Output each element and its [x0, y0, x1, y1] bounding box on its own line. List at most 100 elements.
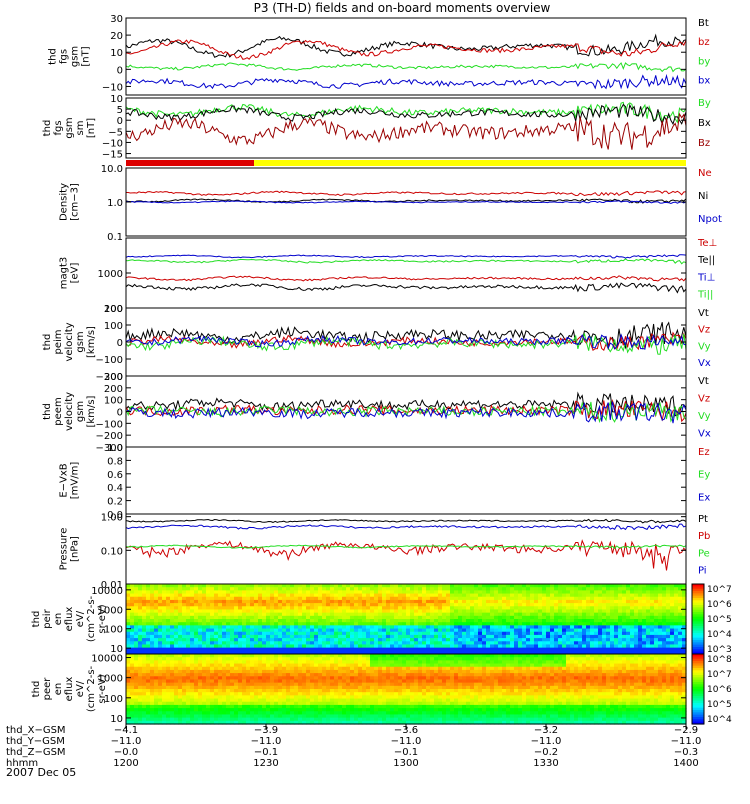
- pressure-series-2: [126, 545, 686, 548]
- density-legend-1: Ni: [698, 191, 708, 202]
- peir-spectrogram-ylabel-line: peir: [42, 608, 53, 628]
- pressure-ylabel-line: [nPa]: [70, 536, 81, 562]
- fgs-mag-ytick-label: −10: [102, 82, 123, 93]
- fgs-mag-ytick-label: 0: [117, 65, 123, 76]
- peir-spectrogram-ylabel-line: thd: [31, 611, 42, 628]
- peir-spectrogram-colorbar-label: 10^7: [707, 585, 732, 595]
- peim-velocity-ytick-label: −100: [96, 355, 123, 366]
- peir-spectrogram-ylabel-line: en: [53, 613, 64, 626]
- efield-frame: [126, 447, 686, 514]
- fgs-mag-series-3: [126, 75, 686, 88]
- fgs-mag-ylabel-line: fgs: [59, 49, 70, 64]
- fgs-sm-ylabel-line: sm: [75, 121, 86, 136]
- fgs-mag-legend-0: Bt: [698, 18, 709, 29]
- peem-velocity-ytick-label: 100: [104, 396, 123, 407]
- temperature-ylabel-line: [eV]: [70, 263, 81, 284]
- peim-velocity-ylabel-line: gsm: [75, 331, 86, 352]
- fgs-mag-frame: [126, 18, 686, 95]
- peim-velocity-ylabel-line: velocity: [64, 322, 75, 361]
- density-legend-2: Npot: [698, 214, 722, 225]
- density-ylabel-line: Density: [59, 183, 70, 221]
- fgs-mag-ylabel-line: thd: [48, 48, 59, 65]
- fgs-mag-ytick-label: 20: [110, 31, 123, 42]
- temperature-frame: [126, 238, 686, 308]
- efield-legend-0: Ez: [698, 447, 710, 458]
- peim-velocity-legend-3: Vx: [698, 358, 711, 369]
- fgs-mag-legend-1: bz: [698, 37, 710, 48]
- efield-ytick-label: 0.4: [107, 483, 123, 494]
- peem-velocity-legend-0: Vt: [698, 376, 709, 387]
- fgs-sm-ylabel-line: thd: [42, 120, 53, 137]
- pressure-frame: [126, 514, 686, 584]
- density-ytick-label: 10.0: [101, 164, 123, 175]
- fgs-sm-ytick-label: −15: [102, 150, 123, 161]
- pressure-legend-1: Pb: [698, 531, 710, 542]
- efield-ytick-label: 0.2: [107, 497, 123, 508]
- pressure-ytick-label: 1.00: [101, 513, 123, 524]
- peem-velocity-legend-1: Vz: [698, 394, 710, 405]
- efield-ytick-label: 1.0: [107, 443, 123, 454]
- fgs-mag-ylabel-line: [nT]: [81, 46, 92, 66]
- fgs-mag-legend-2: by: [698, 56, 710, 67]
- peem-velocity-ylabel-line: thd: [42, 403, 53, 420]
- peir-spectrogram-colorbar-label: 10^5: [707, 615, 732, 625]
- fgs-mag-legend-3: bx: [698, 76, 710, 87]
- peem-velocity-legend-2: Vy: [698, 411, 711, 422]
- peim-velocity-legend-2: Vy: [698, 341, 711, 352]
- efield-ylabel-line: E−VxB: [59, 463, 70, 497]
- fgs-sm-ylabel-line: gsm: [64, 117, 75, 138]
- pressure-series-3: [126, 524, 686, 529]
- density-series-0: [126, 191, 686, 196]
- fgs-sm-ytick-label: −10: [102, 138, 123, 149]
- density-legend-0: Ne: [698, 168, 712, 179]
- peir-spectrogram-colorbar-label: 10^6: [707, 600, 732, 610]
- efield-ylabel-line: [mV/m]: [70, 462, 81, 500]
- temperature-legend-3: Ti||: [697, 290, 713, 301]
- efield-legend-1: Ey: [698, 470, 710, 481]
- fgs-sm-ylabel-line: [nT]: [86, 118, 97, 138]
- peem-velocity-ylabel-line: [km/s]: [86, 395, 97, 427]
- peir-spectrogram-ylabel-line: eV/: [75, 610, 86, 627]
- pressure-series-0: [126, 519, 686, 523]
- fgs-mag-ylabel-line: gsm: [70, 46, 81, 67]
- pressure-series-1: [126, 541, 686, 571]
- efield-ytick-label: 0.8: [107, 456, 123, 467]
- density-ylabel-line: [cm−3]: [70, 183, 81, 221]
- fgs-mag-ytick-label: 30: [110, 14, 123, 25]
- peir-spectrogram-ytick-label: 10000: [91, 586, 123, 597]
- peem-velocity-ylabel-line: gsm: [75, 401, 86, 422]
- density-ytick-label: 1.0: [107, 198, 123, 209]
- peir-spectrogram-ylabel-line: eflux: [64, 607, 75, 632]
- peem-velocity-ytick-label: −200: [96, 431, 123, 442]
- peir-spectrogram-colorbar-label: 10^4: [707, 630, 732, 640]
- fgs-mag-ytick-label: 10: [110, 48, 123, 59]
- fgs-sm-ytick-label: 5: [117, 105, 123, 116]
- peem-velocity-ytick-label: 200: [104, 384, 123, 395]
- temperature-series-0: [126, 276, 686, 281]
- temperature-legend-1: Te||: [697, 255, 715, 266]
- peir-spectrogram-colorbar-label: 10^3: [707, 645, 732, 655]
- pressure-legend-0: Pt: [698, 514, 708, 525]
- plot-title: P3 (TH-D) fields and on-board moments ov…: [254, 1, 551, 15]
- pressure-ylabel-line: Pressure: [59, 528, 70, 571]
- temperature-series-3: [126, 259, 686, 264]
- fgs-sm-legend-0: By: [698, 98, 711, 109]
- peim-velocity-legend-0: Vt: [698, 308, 709, 319]
- peim-velocity-ytick-label: 100: [104, 321, 123, 332]
- temperature-series-1: [126, 283, 686, 292]
- peem-velocity-ytick-label: 0: [117, 408, 123, 419]
- efield-ytick-label: 0.6: [107, 470, 123, 481]
- temperature-ylabel-line: magt3: [59, 257, 70, 290]
- fgs-sm-legend-1: Bx: [698, 118, 711, 129]
- fgs-sm-ytick-label: −5: [108, 127, 123, 138]
